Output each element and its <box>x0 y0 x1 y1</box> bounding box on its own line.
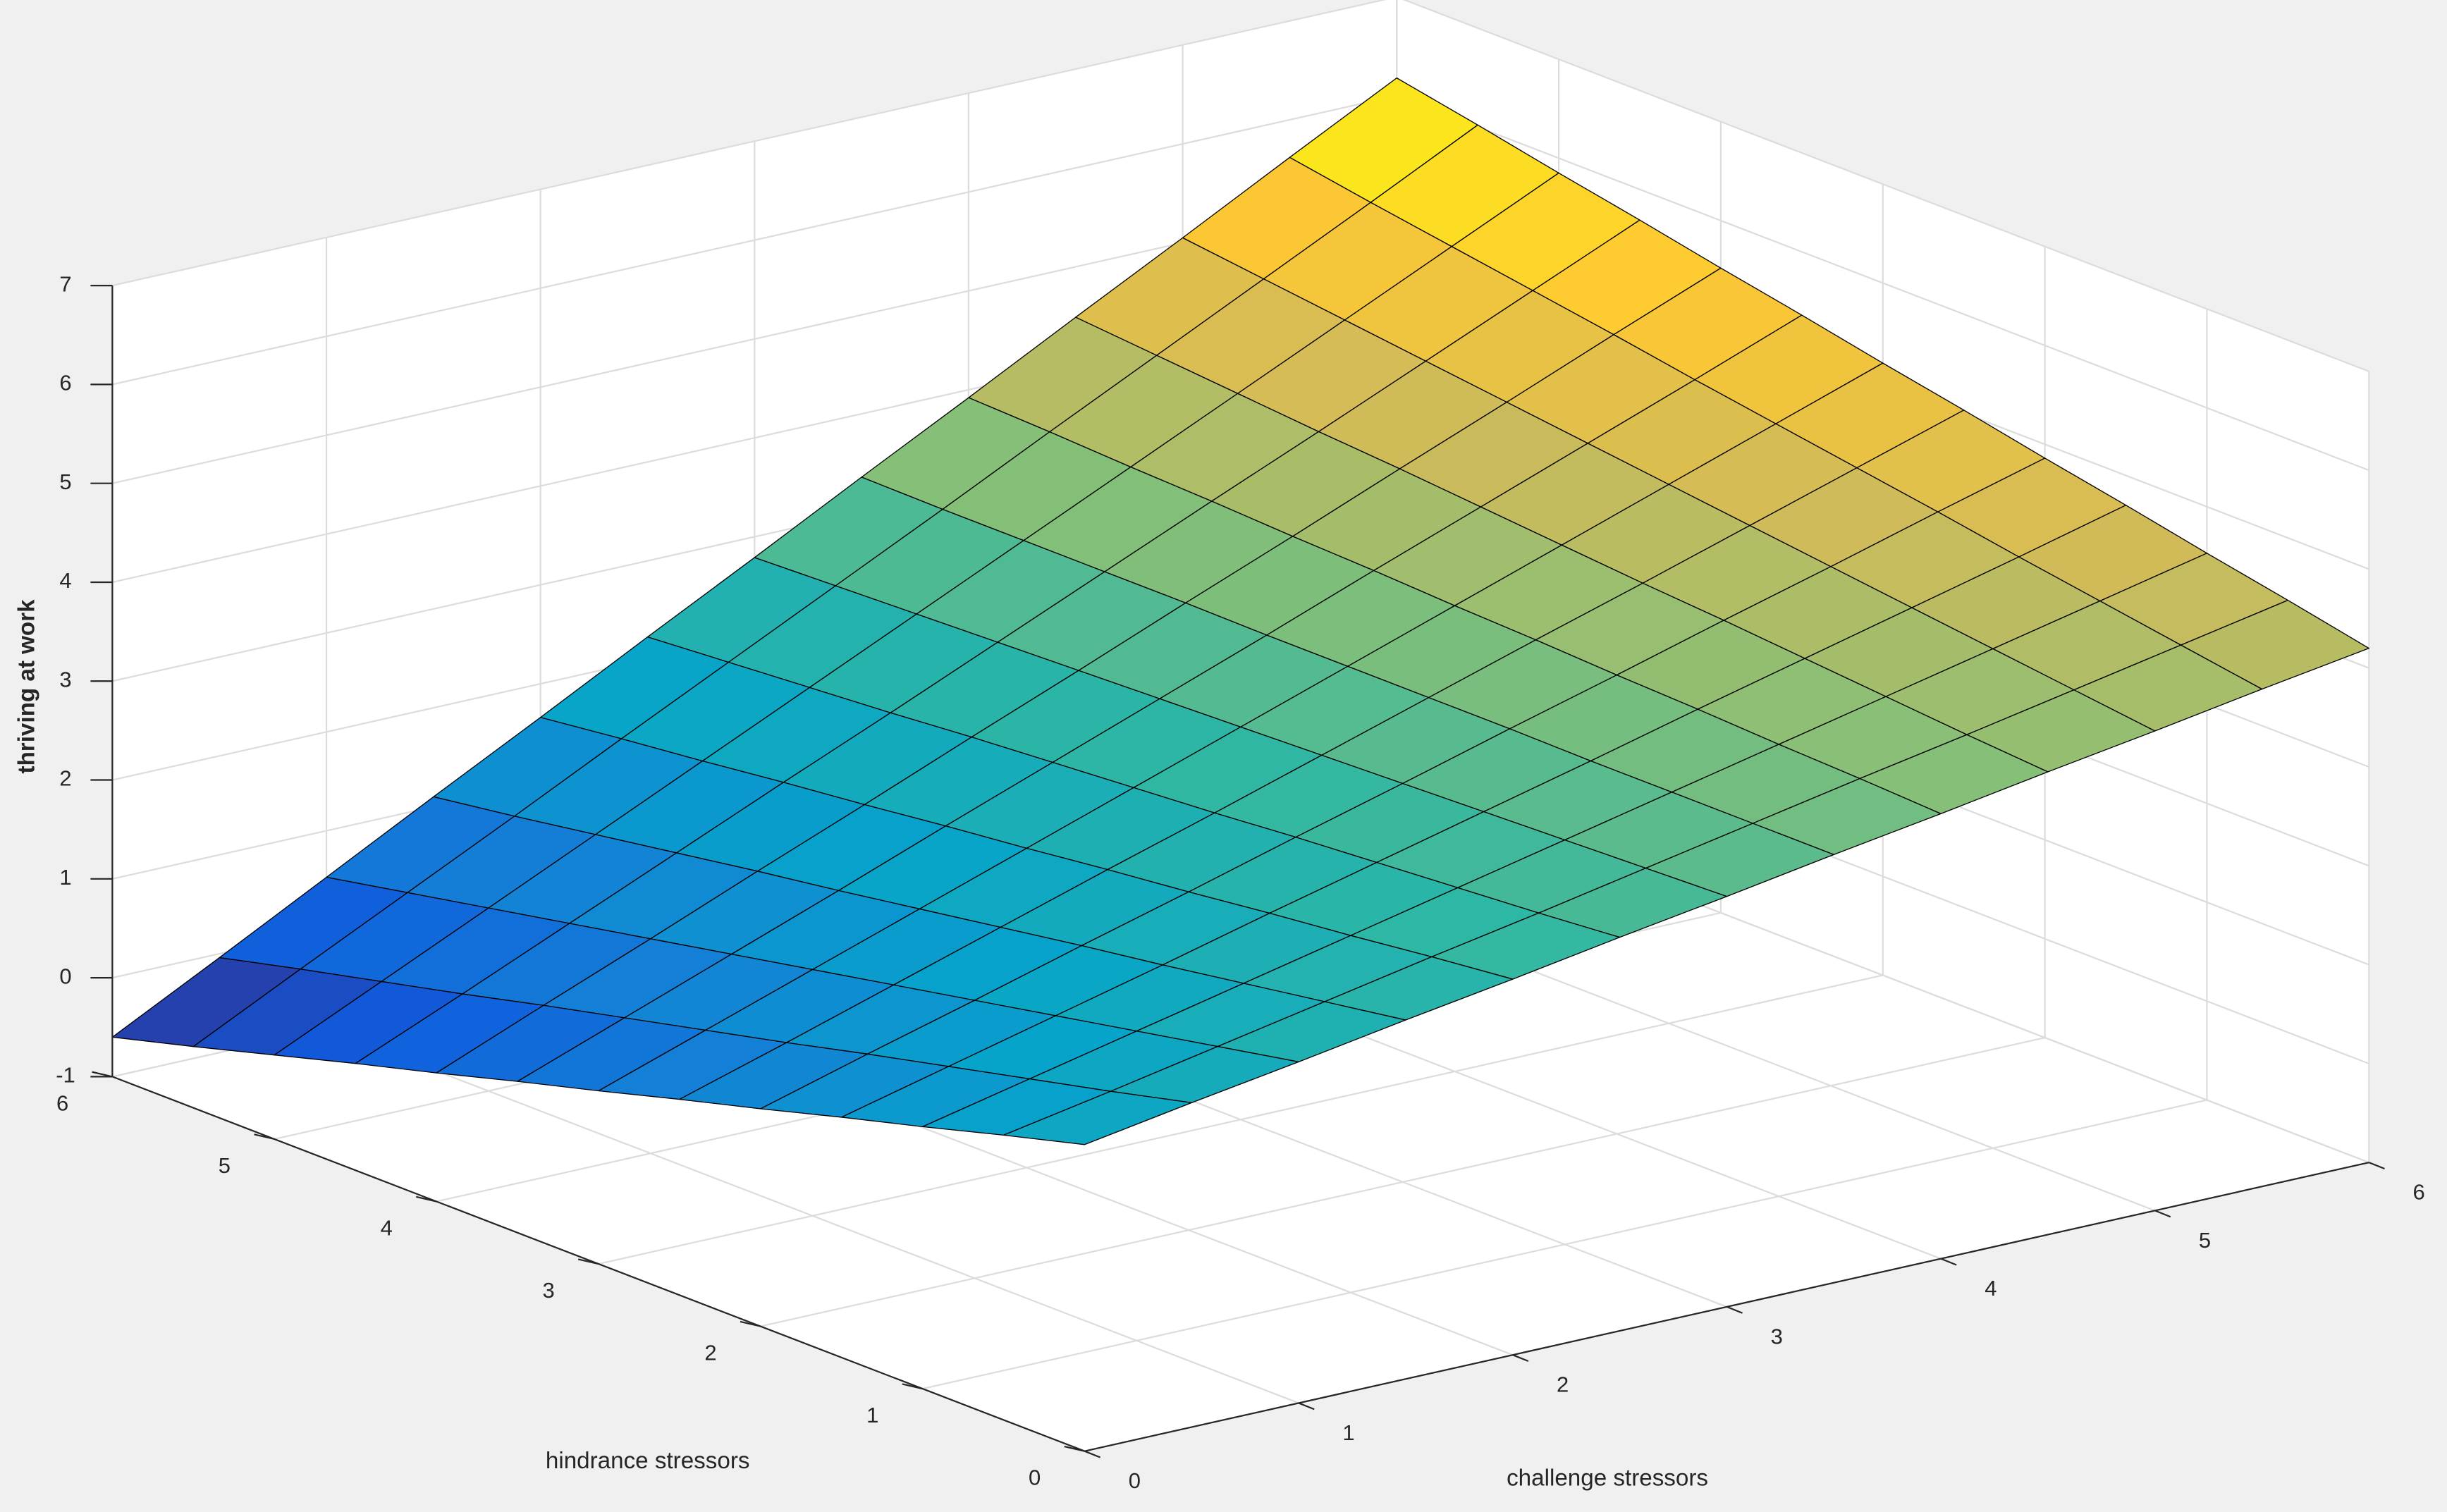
surface <box>111 77 2369 1145</box>
tick-mark <box>1298 1402 1315 1410</box>
x-tick-label: 4 <box>1985 1276 1997 1301</box>
z-tick-label: 7 <box>59 271 71 296</box>
tick-mark <box>254 1133 275 1141</box>
tick-mark <box>2368 1162 2385 1170</box>
tick-mark <box>1512 1354 1529 1363</box>
grid-line <box>112 94 1397 386</box>
tick-mark <box>416 1196 437 1203</box>
x-tick-label: 6 <box>2413 1180 2425 1205</box>
z-tick-label: 1 <box>59 865 71 890</box>
x-axis-label: challenge stressors <box>1507 1465 1708 1491</box>
x-tick-label: 5 <box>2199 1228 2211 1253</box>
y-tick-label: 3 <box>542 1278 554 1303</box>
tick-mark <box>577 1258 599 1265</box>
z-tick-label: -1 <box>56 1063 75 1088</box>
grid-line <box>598 974 1883 1265</box>
grid-line <box>922 1099 2207 1390</box>
grid-line <box>1396 94 2369 472</box>
z-tick-label: 0 <box>59 964 71 988</box>
grid-line <box>760 1036 2045 1327</box>
y-tick-label: 2 <box>704 1341 716 1365</box>
y-axis-label: hindrance stressors <box>546 1448 750 1474</box>
y-tick-label: 5 <box>219 1153 231 1178</box>
tick-mark <box>1084 1450 1101 1458</box>
z-tick-label: 5 <box>59 469 71 494</box>
x-tick-label: 0 <box>1129 1468 1141 1493</box>
tick-mark <box>1064 1445 1085 1452</box>
x-tick-label: 2 <box>1557 1372 1569 1397</box>
grid-line <box>1402 0 2369 372</box>
grid-line <box>112 0 1387 287</box>
z-tick-label: 3 <box>59 667 71 692</box>
x-tick-label: 3 <box>1771 1324 1783 1348</box>
tick-mark <box>902 1383 923 1390</box>
y-tick-label: 0 <box>1029 1465 1041 1490</box>
tick-mark <box>740 1320 761 1327</box>
axes: -1 0 1 2 3 4 5 6 7 0 1 2 3 4 5 6 0 1 2 3 4 5 6 <box>56 271 2425 1493</box>
y-tick-label: 1 <box>866 1403 878 1427</box>
tick-mark <box>1726 1305 1743 1314</box>
tick-mark <box>92 1071 113 1078</box>
y-tick-label: 6 <box>56 1090 68 1115</box>
x-tick-label: 1 <box>1342 1420 1354 1445</box>
z-tick-label: 2 <box>59 766 71 791</box>
z-axis-label: thriving at work <box>14 599 40 774</box>
surface-patch <box>1002 1090 1192 1145</box>
z-tick-label: 4 <box>59 568 71 593</box>
z-tick-label: 6 <box>59 371 71 395</box>
y-tick-label: 4 <box>381 1216 393 1241</box>
tick-mark <box>2154 1210 2171 1218</box>
tick-mark <box>1940 1258 1957 1266</box>
